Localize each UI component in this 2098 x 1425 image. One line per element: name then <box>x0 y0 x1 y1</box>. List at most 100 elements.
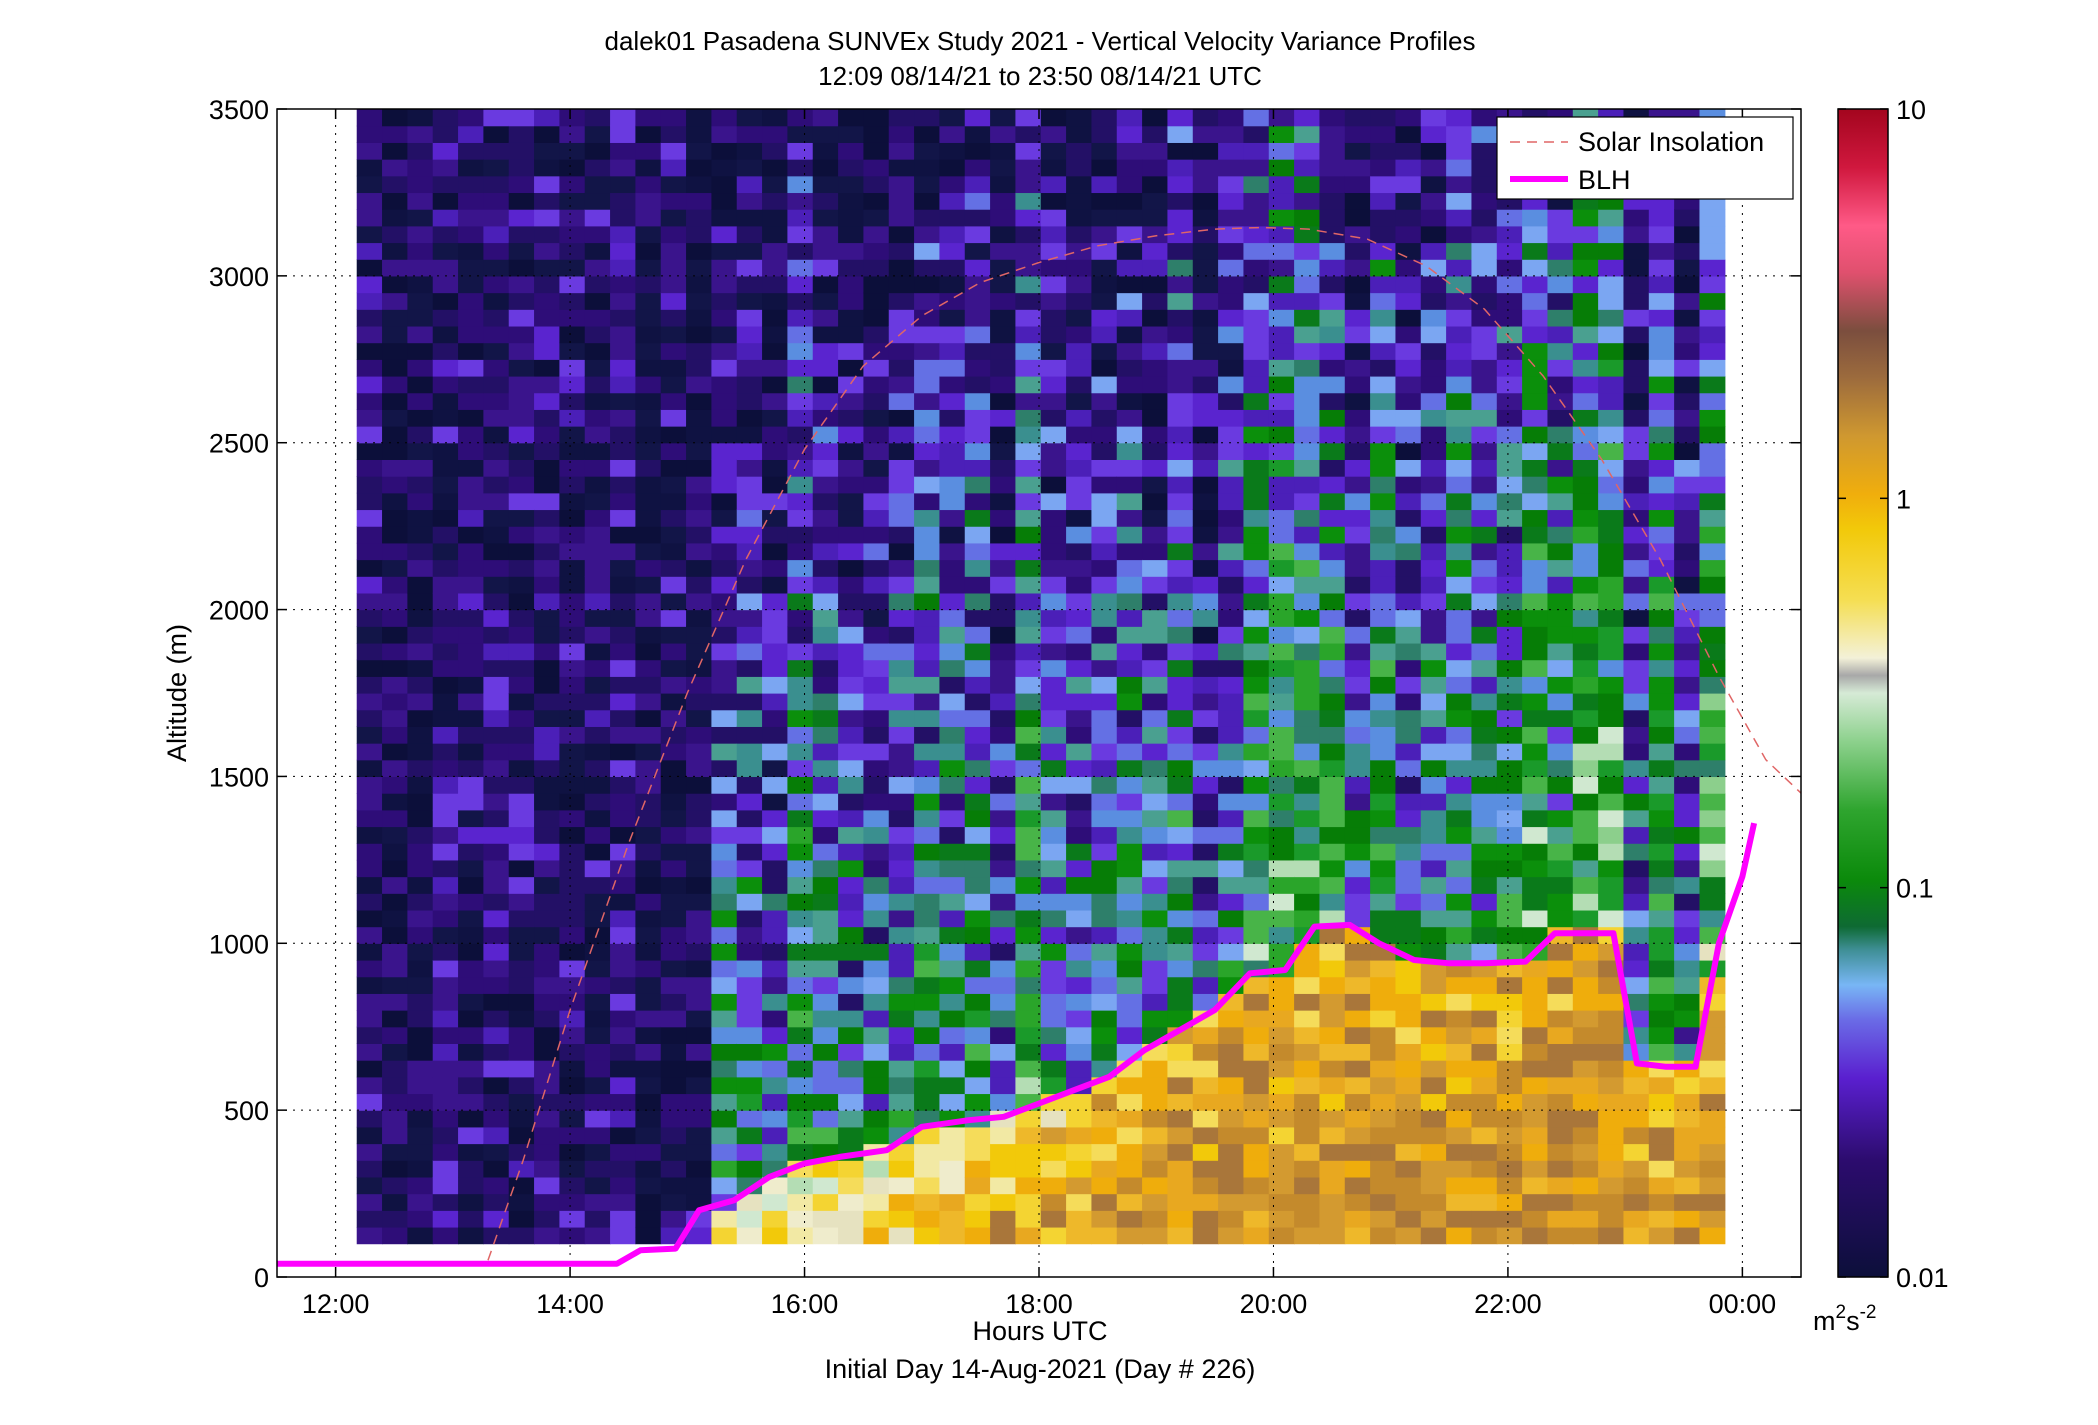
heatmap-cell <box>1496 876 1523 894</box>
heatmap-cell <box>711 793 738 811</box>
heatmap-cell <box>711 926 738 944</box>
heatmap-cell <box>787 893 814 911</box>
heatmap-cell <box>1294 1043 1321 1061</box>
heatmap-cell <box>559 659 586 677</box>
heatmap-cell <box>736 1010 763 1028</box>
heatmap-cell <box>610 1126 636 1145</box>
heatmap-cell <box>559 1060 586 1078</box>
heatmap-cell <box>610 442 636 460</box>
heatmap-cell <box>610 876 636 894</box>
heatmap-cell <box>914 959 941 978</box>
heatmap-cell <box>1446 159 1473 177</box>
heatmap-cell <box>1522 776 1549 794</box>
heatmap-cell <box>1167 743 1194 761</box>
heatmap-cell <box>559 526 586 544</box>
heatmap-cell <box>559 843 586 861</box>
heatmap-cell <box>1167 309 1194 327</box>
heatmap-cell <box>914 125 941 143</box>
heatmap-cell <box>1547 1043 1574 1061</box>
heatmap-cell <box>1167 859 1194 878</box>
heatmap-cell <box>1496 626 1523 644</box>
heatmap-cell <box>1218 292 1245 310</box>
heatmap-cell <box>458 993 484 1011</box>
heatmap-cell <box>1040 225 1067 244</box>
heatmap-cell <box>1066 259 1093 277</box>
heatmap-cell <box>1572 1193 1599 1211</box>
heatmap-cell <box>534 1210 560 1228</box>
heatmap-cell <box>1344 1160 1371 1178</box>
heatmap-cell <box>711 726 738 744</box>
heatmap-cell <box>1547 776 1574 794</box>
heatmap-cell <box>1598 392 1625 410</box>
heatmap-cell <box>534 609 560 627</box>
heatmap-cell <box>1471 275 1498 294</box>
heatmap-cell <box>1395 1043 1422 1061</box>
heatmap-cell <box>1547 1093 1574 1111</box>
heatmap-cell <box>1319 976 1346 994</box>
heatmap-cell <box>660 275 687 294</box>
heatmap-cell <box>483 1126 510 1145</box>
heatmap-cell <box>534 743 560 761</box>
heatmap-cell <box>1192 642 1219 661</box>
heatmap-cell <box>559 426 586 444</box>
heatmap-cell <box>1446 626 1473 644</box>
heatmap-cell <box>1243 526 1270 544</box>
heatmap-cell <box>1446 142 1473 160</box>
heatmap-cell <box>787 325 814 344</box>
heatmap-cell <box>1192 342 1219 360</box>
heatmap-cell <box>711 159 738 177</box>
heatmap-cell <box>584 1110 611 1128</box>
heatmap-cell <box>1471 109 1498 127</box>
heatmap-cell <box>1623 676 1650 694</box>
heatmap-cell <box>1066 576 1093 594</box>
heatmap-cell <box>1496 492 1523 511</box>
heatmap-cell <box>1091 776 1118 794</box>
heatmap-cell <box>812 743 839 761</box>
heatmap-cell <box>1420 242 1447 260</box>
heatmap-cell <box>1319 959 1346 978</box>
heatmap-cell <box>1218 375 1245 394</box>
heatmap-cell <box>508 259 535 277</box>
heatmap-cell <box>356 192 383 210</box>
heatmap-cell <box>964 509 991 527</box>
heatmap-cell <box>1243 943 1270 961</box>
heatmap-cell <box>483 259 510 277</box>
heatmap-cell <box>1420 976 1447 994</box>
heatmap-cell <box>1572 609 1599 627</box>
heatmap-cell <box>863 743 890 761</box>
heatmap-cell <box>559 1160 586 1178</box>
heatmap-cell <box>1167 225 1194 244</box>
heatmap-cell <box>1294 409 1321 427</box>
heatmap-cell <box>888 1026 915 1044</box>
heatmap-cell <box>1218 492 1245 511</box>
heatmap-cell <box>559 209 586 227</box>
heatmap-cell <box>356 375 383 394</box>
heatmap-cell <box>1319 309 1346 327</box>
heatmap-cell <box>407 659 434 677</box>
heatmap-cell <box>1243 392 1270 410</box>
heatmap-cell <box>1268 492 1295 511</box>
heatmap-cell <box>762 793 788 811</box>
heatmap-cell <box>1648 559 1675 577</box>
heatmap-cell <box>812 843 839 861</box>
heatmap-cell <box>432 793 459 811</box>
heatmap-cell <box>1066 125 1093 143</box>
heatmap-cell <box>1066 459 1093 477</box>
heatmap-cell <box>432 726 459 744</box>
heatmap-cell <box>939 626 966 644</box>
heatmap-cell <box>863 1026 890 1044</box>
heatmap-cell <box>1598 325 1625 344</box>
heatmap-cell <box>1243 259 1270 277</box>
heatmap-cell <box>1066 426 1093 444</box>
heatmap-cell <box>838 1193 865 1211</box>
heatmap-cell <box>914 759 941 778</box>
heatmap-cell <box>1192 793 1219 811</box>
heatmap-cell <box>990 709 1017 727</box>
heatmap-cell <box>787 826 814 844</box>
heatmap-cell <box>635 843 662 861</box>
heatmap-cell <box>1344 1193 1371 1211</box>
heatmap-cell <box>812 576 839 594</box>
heatmap-cell <box>356 1210 383 1228</box>
heatmap-cell <box>762 1093 788 1111</box>
heatmap-cell <box>635 209 662 227</box>
